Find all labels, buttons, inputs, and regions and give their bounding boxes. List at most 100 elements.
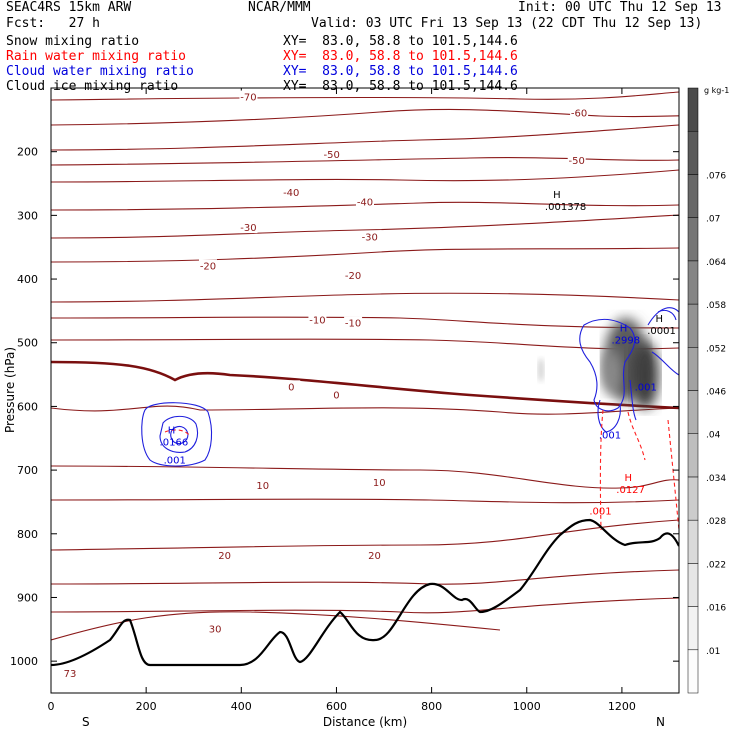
terrain-surface — [51, 518, 679, 667]
isotherm-label-bg — [61, 666, 80, 679]
colorbar-label: .07 — [706, 215, 720, 225]
y-tick-label: 700 — [17, 464, 38, 477]
maximum-marker: H — [625, 473, 633, 484]
colorbar-label: .016 — [706, 604, 726, 614]
isotherm-label: 30 — [209, 624, 222, 635]
isotherm-label-bg — [344, 268, 363, 281]
field-snow-name: Snow mixing ratio — [6, 34, 140, 49]
x-axis-label: Distance (km) — [323, 715, 407, 729]
isotherm-label: -10 — [309, 315, 325, 326]
field-cloud-ice-name: Cloud ice mixing ratio — [6, 79, 179, 94]
isotherm-label-bg — [308, 313, 327, 326]
isotherm — [51, 498, 679, 504]
model-title: SEAC4RS 15km ARW — [6, 0, 132, 15]
isotherm-label: 73 — [64, 669, 77, 680]
x-tick-label: 1000 — [513, 700, 541, 713]
isotherm-label-bg — [199, 259, 217, 272]
x-tick-label: 400 — [231, 700, 252, 713]
colorbar-swatch — [687, 433, 699, 478]
freezing-level-contour — [51, 360, 679, 410]
colorbar: .01 .016 .022 .028 .034 .04 .046 .052 .058 .064 .0… — [687, 87, 726, 694]
colorbar-swatch — [687, 87, 699, 132]
x-tick-label: 1200 — [608, 700, 636, 713]
cloud-water-contour — [170, 425, 189, 445]
isotherm-label: -50 — [324, 150, 340, 161]
colorbar-swatch — [687, 303, 699, 348]
rain-water-contours — [164, 409, 679, 531]
y-tick-label: 1000 — [10, 655, 38, 668]
colorbar-label: .034 — [706, 474, 726, 484]
colorbar-swatch — [687, 649, 699, 694]
contour-value-label: .001 — [635, 383, 657, 394]
isotherm-label-bg — [570, 106, 589, 119]
isotherm — [51, 292, 679, 303]
isotherm — [51, 316, 679, 329]
x-tick-label: 800 — [421, 700, 442, 713]
isotherm-label-bg — [356, 195, 374, 208]
y-tick-label: 300 — [17, 209, 38, 222]
isotherm — [51, 611, 501, 641]
isotherm-label: -40 — [283, 188, 299, 199]
y-tick-label: 400 — [17, 273, 38, 286]
maximum-value: .2998 — [612, 336, 641, 347]
isotherm-label: 20 — [218, 551, 231, 562]
colorbar-swatch — [687, 130, 699, 175]
y-axis-label: Pressure (hPa) — [3, 347, 17, 433]
rain-water-contour — [599, 409, 604, 531]
y-tick-label: 600 — [17, 400, 38, 413]
colorbar-swatch — [687, 606, 699, 651]
isotherm — [51, 465, 679, 489]
colorbar-label: .058 — [706, 301, 726, 311]
isotherm — [51, 569, 679, 585]
colorbar-label: .046 — [706, 388, 726, 398]
isotherm — [51, 214, 679, 239]
colorbar-label: .052 — [706, 344, 726, 354]
isotherm-label: -60 — [571, 108, 587, 119]
isotherm-label-bg — [206, 622, 225, 635]
isotherm-label-bg — [365, 549, 384, 562]
colorbar-swatch — [687, 217, 699, 262]
isotherm — [51, 338, 679, 350]
init-time: Init: 00 UTC Thu 12 Sep 13 — [518, 0, 722, 15]
isotherm-label-bg — [282, 380, 301, 393]
ice-shading — [538, 318, 659, 409]
isotherm-label-bg — [360, 230, 379, 243]
isotherm-label: -10 — [345, 319, 361, 330]
isotherm-label: -30 — [240, 223, 256, 234]
forecast-hour: Fcst: 27 h — [6, 16, 100, 31]
colorbar-swatch — [687, 390, 699, 434]
isotherm-label: 0 — [288, 382, 294, 393]
isotherm-label-bg — [344, 316, 363, 329]
isotherm-label: -20 — [200, 261, 216, 272]
isotherm-label-bg — [567, 154, 586, 167]
maximum-value: .0166 — [160, 437, 189, 448]
isotherm-label-bg — [239, 221, 258, 234]
x-tick-label: 0 — [48, 700, 55, 713]
contour-value-label: .001 — [589, 507, 611, 518]
org-label: NCAR/MMM — [248, 0, 311, 15]
isotherm-label: 10 — [256, 481, 269, 492]
isotherm — [51, 405, 679, 415]
field-rain-name: Rain water mixing ratio — [6, 49, 187, 64]
isotherm — [51, 124, 679, 151]
axes: 0 200 400 600 800 1000 12002003004005006007008… — [10, 88, 679, 713]
rain-water-contour — [627, 411, 646, 461]
maximum-value: .0001 — [647, 326, 676, 337]
isotherm-label: -50 — [569, 156, 585, 167]
isotherm-label: -40 — [357, 198, 373, 209]
cloud-water-contours — [141, 307, 679, 467]
y-tick-label: 900 — [17, 591, 38, 604]
cloud-water-contour — [159, 415, 199, 453]
cloud-water-contour — [579, 318, 636, 412]
isotherm — [51, 247, 679, 263]
rain-water-contour — [164, 429, 191, 437]
colorbar-label: .028 — [706, 517, 726, 527]
rain-water-contour — [667, 419, 679, 531]
temperature-contours — [51, 91, 679, 641]
cloud-water-contour — [629, 379, 637, 421]
plot-frame — [50, 87, 680, 694]
valid-time: Valid: 03 UTC Fri 13 Sep 13 (22 CDT Thu … — [311, 16, 703, 31]
field-cloud-water-name: Cloud water mixing ratio — [6, 64, 194, 79]
isotherm — [51, 597, 679, 614]
